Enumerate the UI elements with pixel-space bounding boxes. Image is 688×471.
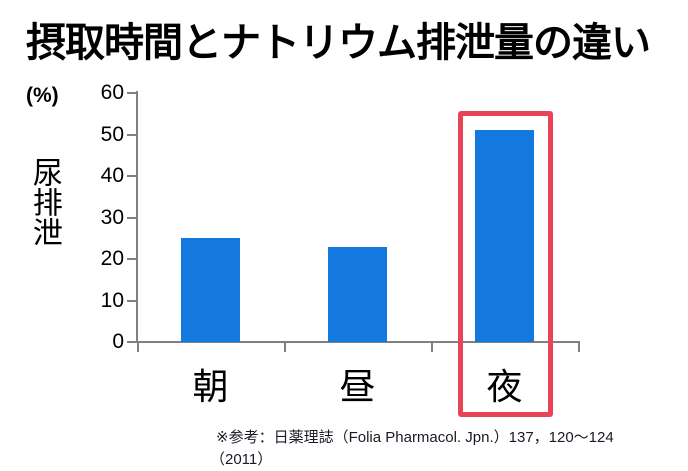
y-tick-mark	[127, 299, 137, 302]
y-tick-label: 40	[100, 164, 124, 187]
y-tick-mark	[127, 175, 137, 177]
source-line-1: ※参考：日薬理誌（Folia Pharmacol. Jpn.）137，120〜1…	[216, 429, 614, 446]
y-tick-mark	[127, 216, 137, 219]
source-reference: ※参考：日薬理誌（Folia Pharmacol. Jpn.）137，120〜1…	[210, 427, 614, 471]
highlight-box	[457, 111, 553, 417]
y-tick-label: 20	[100, 247, 124, 270]
y-axis-label: 尿排泄	[27, 157, 61, 247]
x-tick-mark	[431, 341, 433, 352]
y-tick-mark	[127, 341, 137, 343]
y-tick-mark	[127, 92, 137, 94]
y-tick-label: 50	[100, 122, 124, 146]
x-tick-mark	[284, 341, 286, 352]
x-axis-line	[136, 341, 579, 343]
y-tick-mark	[127, 133, 137, 136]
x-tick-mark	[137, 341, 139, 352]
bar-朝	[181, 238, 240, 342]
y-tick-label: 60	[100, 81, 124, 104]
bar-昼	[328, 247, 387, 342]
y-tick-label: 30	[100, 205, 124, 229]
y-tick-mark	[127, 258, 137, 260]
source-line-2: （2011）	[210, 451, 273, 469]
chart-title: 摂取時間とナトリウム排泄量の違い	[26, 21, 651, 65]
y-tick-label: 10	[100, 288, 124, 312]
y-tick-label: 0	[112, 330, 124, 353]
y-axis-line	[136, 91, 138, 343]
bar-夜	[475, 130, 534, 342]
x-tick-label: 朝	[192, 366, 229, 407]
x-tick-mark	[578, 341, 580, 352]
y-axis-unit-label: (%)	[26, 84, 59, 107]
x-tick-label: 昼	[339, 366, 376, 407]
x-tick-label: 夜	[486, 366, 523, 407]
